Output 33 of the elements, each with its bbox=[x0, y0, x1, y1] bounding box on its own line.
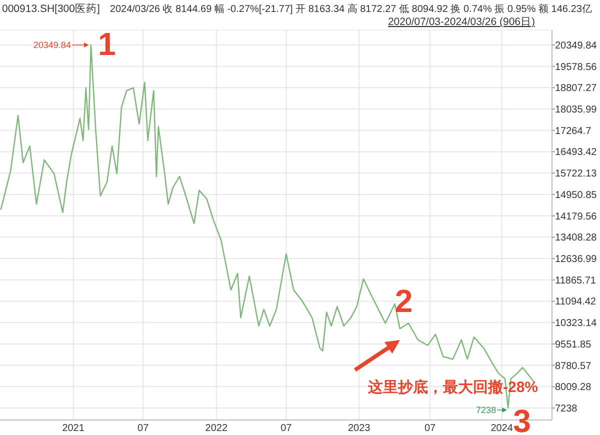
chart-subtitle: 2024/03/26 收 8144.69 幅 -0.27%[-21.77] 开 8163.34 高 8172.27 低 8094.92 换 0.74% 振 0.95% 额 146.23亿 bbox=[110, 3, 592, 15]
annotation: 3 bbox=[513, 403, 531, 435]
x-tick-label: 07 bbox=[424, 423, 436, 434]
y-tick-label: 15722.13 bbox=[555, 168, 598, 180]
y-tick-label: 19578.56 bbox=[555, 62, 598, 73]
annotation: 7238 bbox=[476, 405, 496, 416]
x-tick-label: 07 bbox=[280, 423, 292, 434]
annotation: 2 bbox=[394, 282, 413, 319]
y-tick-label: 16493.42 bbox=[555, 147, 598, 158]
y-tick-label: 12636.99 bbox=[555, 254, 598, 266]
y-tick-label: 14950.85 bbox=[555, 190, 598, 201]
y-tick-label: 17264.7 bbox=[555, 126, 592, 137]
y-tick-label: 7238 bbox=[555, 404, 578, 415]
y-tick-label: 18035.99 bbox=[555, 104, 598, 116]
x-tick-label: 2021 bbox=[62, 423, 85, 434]
y-tick-label: 11865.71 bbox=[555, 275, 596, 286]
y-tick-label: 20349.84 bbox=[555, 40, 598, 52]
y-tick-label: 14179.56 bbox=[555, 211, 598, 222]
y-tick-label: 13408.28 bbox=[555, 232, 598, 244]
y-tick-label: 18807.27 bbox=[555, 83, 598, 94]
x-tick-label: 07 bbox=[138, 423, 150, 434]
chart-title: 000913.SH[300医药] bbox=[2, 2, 100, 15]
annotation: 20349.84 bbox=[33, 40, 71, 50]
y-tick-label: 8009.28 bbox=[555, 382, 592, 394]
y-tick-label: 9551.85 bbox=[555, 339, 592, 350]
y-tick-label: 11094.42 bbox=[555, 296, 596, 308]
text: 2020/07/03-2024/03/26 (906日) bbox=[388, 16, 535, 28]
x-tick-label: 2024 bbox=[490, 423, 514, 434]
x-tick-label: 2023 bbox=[348, 423, 371, 434]
y-tick-label: 10323.14 bbox=[555, 318, 598, 330]
y-tick-label: 8780.57 bbox=[555, 360, 592, 372]
annotation: 1 bbox=[98, 26, 116, 62]
x-tick-label: 2022 bbox=[205, 423, 228, 434]
